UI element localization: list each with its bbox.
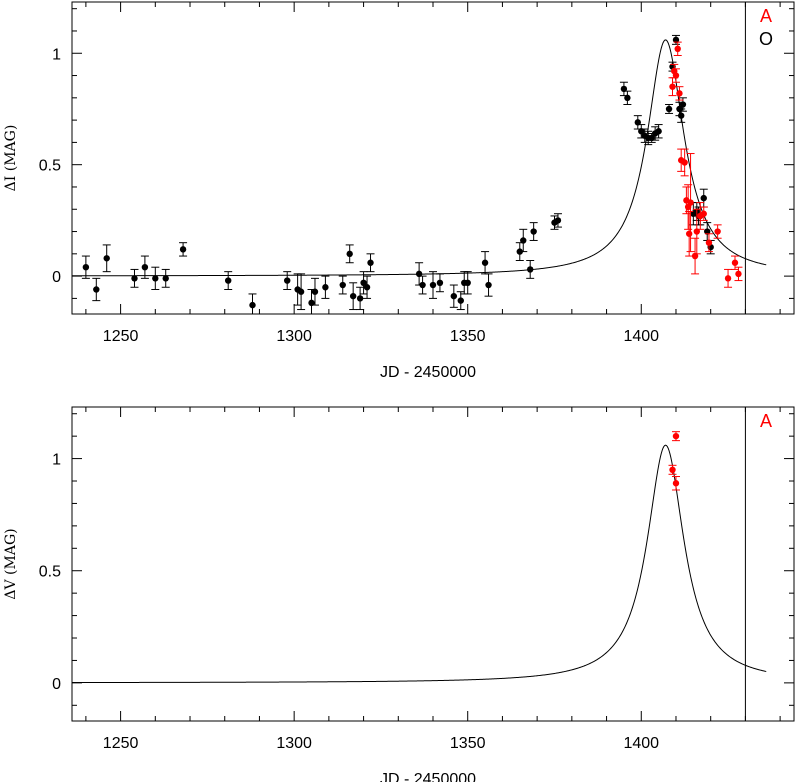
data-point [676,90,683,97]
data-point [655,128,662,135]
data-point [669,83,676,90]
legend-entry-A: A [760,6,772,26]
data-point [677,112,685,119]
data-point [346,250,353,258]
plot-frame [71,406,795,722]
data-point [687,199,694,206]
x-tick-label: 1400 [623,735,659,752]
data-point [93,286,100,293]
data-point [141,264,149,271]
data-point [685,230,693,237]
data-point [363,284,371,291]
data-point [672,480,680,487]
y-tick-label: 0 [52,269,61,286]
data-point [672,36,680,44]
data-point [705,239,713,246]
data-point [436,279,444,286]
data-point [648,134,655,142]
data-point [419,281,426,289]
series-A [668,41,743,288]
data-point [735,270,742,278]
data-point [311,288,319,295]
legend-entry-O: O [759,29,773,49]
chart-panel-top: 1250 1300 1350 1400 0 0.5 1 JD - 2450000 ΔI (MAG… [3,1,795,381]
data-point [322,284,329,291]
data-point [179,246,187,253]
data-point [225,277,232,284]
x-tick-label: 1250 [103,328,139,345]
data-point [638,128,645,135]
data-point [624,94,631,102]
data-point [82,264,90,271]
data-point [634,119,641,126]
data-point [700,194,707,202]
x-axis-label: JD - 2450000 [380,771,476,782]
x-axis-label: JD - 2450000 [380,364,476,381]
data-point [429,281,437,289]
y-tick-label: 1 [52,452,61,469]
data-point [674,45,681,52]
data-point [297,288,305,295]
x-tick-label: 1400 [623,328,659,345]
data-point [308,299,315,307]
data-point [356,295,364,302]
data-point [526,266,534,273]
data-point [284,277,291,284]
data-point [367,259,374,266]
data-point [665,105,673,113]
data-point [681,159,688,166]
x-tick-label: 1300 [276,735,312,752]
data-point [700,210,707,217]
data-point [691,252,699,260]
model-curve [72,444,767,684]
data-point [464,279,471,286]
data-point [152,275,159,282]
x-tick-label: 1350 [450,735,486,752]
data-point [724,275,732,282]
series-O [81,34,715,315]
y-tick-label: 0.5 [39,564,61,581]
data-point [457,297,464,304]
data-point [415,270,423,278]
series-A [668,431,680,491]
data-point [360,279,367,286]
data-point [530,228,537,235]
y-axis-label: ΔI (MAG) [3,125,19,192]
y-tick-label: 0.5 [39,158,61,175]
data-point [162,275,169,282]
data-point [704,228,711,235]
data-point [669,466,676,473]
data-point [481,259,489,266]
data-point [249,301,256,309]
y-axis-label: ΔV (MAG) [3,528,19,599]
data-point [485,281,492,289]
x-tick-label: 1300 [276,328,312,345]
model-curve [72,39,767,277]
data-point [520,237,527,244]
data-point [554,217,562,224]
data-point [339,281,346,289]
data-point [693,228,701,235]
data-point [714,228,721,235]
legend-entry-A: A [760,411,772,431]
y-tick-label: 0 [52,676,61,693]
chart-panel-bottom: 1250 1300 1350 1400 0 0.5 1 JD - 2450000 ΔV (MAG… [3,406,795,782]
data-point [679,101,687,108]
x-tick-label: 1350 [450,328,486,345]
plot-frame [71,1,795,315]
data-point [103,255,110,262]
data-point [450,292,458,300]
data-point [672,72,680,79]
y-tick-label: 1 [52,46,61,63]
data-point [672,432,680,440]
data-point [620,85,628,93]
data-point [731,259,739,266]
data-point [131,275,138,282]
data-point [349,292,357,300]
x-tick-label: 1250 [103,735,139,752]
